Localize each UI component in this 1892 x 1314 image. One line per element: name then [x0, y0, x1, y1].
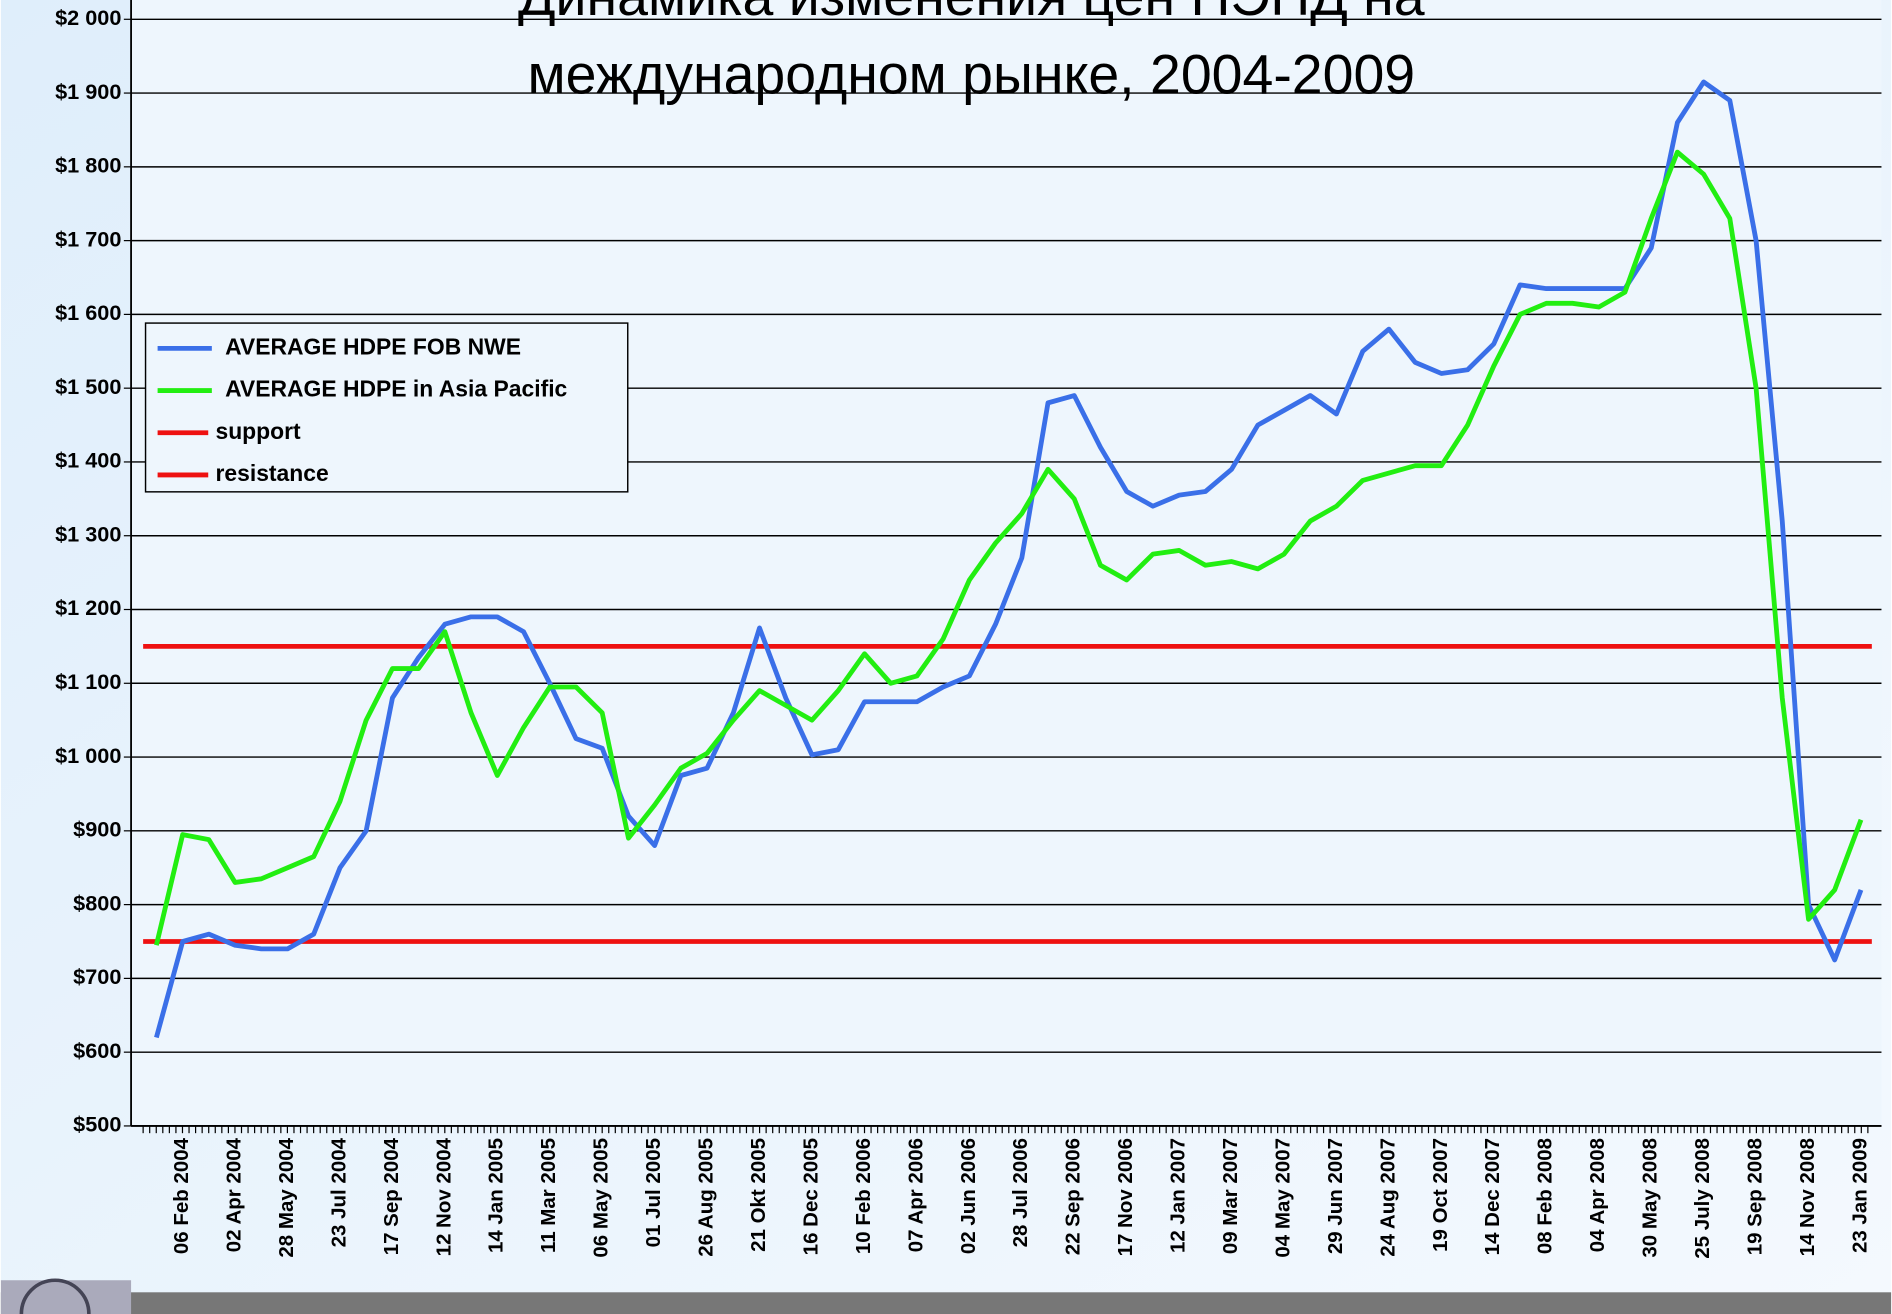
- series-line: [154, 149, 1864, 946]
- x-tick-label: 09 Mar 2007: [1219, 1138, 1242, 1254]
- x-tick-label: 25 July 2008: [1691, 1138, 1714, 1259]
- y-tick-label: $500: [73, 1112, 121, 1137]
- x-tick-label: 02 Jun 2006: [957, 1138, 980, 1254]
- x-tick-label: 30 May 2008: [1639, 1138, 1662, 1258]
- x-tick-label: 21 Okt 2005: [747, 1138, 770, 1252]
- y-tick-label: $1 400: [55, 448, 121, 473]
- x-tick-label: 10 Feb 2006: [852, 1138, 875, 1254]
- y-tick-label: $1 600: [55, 300, 121, 325]
- x-tick-label: 19 Sep 2008: [1743, 1138, 1766, 1255]
- x-tick-label: 02 Apr 2004: [222, 1137, 245, 1252]
- legend: [144, 322, 629, 493]
- y-tick-label: $1 700: [55, 226, 121, 251]
- x-tick-label: 16 Dec 2005: [799, 1138, 822, 1255]
- x-tick-label: 06 Feb 2004: [170, 1137, 193, 1254]
- x-tick-label: 28 May 2004: [275, 1137, 298, 1257]
- x-tick-label: 01 Jul 2005: [642, 1138, 665, 1247]
- legend-label: resistance: [215, 460, 328, 486]
- x-tick-label: 14 Nov 2008: [1796, 1138, 1819, 1256]
- x-tick-label: 24 Aug 2007: [1376, 1138, 1399, 1257]
- x-tick-label: 14 Jan 2005: [485, 1138, 508, 1253]
- x-tick-label: 28 Jul 2006: [1009, 1138, 1032, 1247]
- y-tick-label: $1 900: [55, 79, 121, 104]
- y-tick-label: $1 100: [55, 669, 121, 694]
- x-tick-label: 22 Sep 2006: [1062, 1138, 1085, 1255]
- y-tick-label: $600: [73, 1038, 121, 1063]
- x-tick-label: 04 May 2007: [1271, 1138, 1294, 1258]
- chart-title: Динамика изменения цен ПЭНД на международ…: [518, 0, 1425, 105]
- legend-label: AVERAGE HDPE FOB NWE: [225, 333, 521, 359]
- y-tick-label: $1 500: [55, 374, 121, 399]
- series-line: [154, 79, 1864, 1039]
- x-tick-label: 12 Jan 2007: [1167, 1138, 1190, 1253]
- x-tick-label: 07 Apr 2006: [904, 1138, 927, 1252]
- title-line: международном рынке, 2004-2009: [528, 43, 1416, 105]
- y-tick-label: $2 000: [55, 5, 121, 30]
- legend-label: support: [215, 418, 301, 444]
- x-tick-label: 29 Jun 2007: [1324, 1138, 1347, 1254]
- logo: [19, 1278, 91, 1314]
- x-tick-label: 26 Aug 2005: [695, 1138, 718, 1257]
- y-tick-label: $1 000: [55, 743, 121, 768]
- x-tick-label: 08 Feb 2008: [1534, 1138, 1557, 1254]
- x-tick-label: 23 Jul 2004: [327, 1137, 350, 1247]
- footer-bar: [0, 1292, 1892, 1314]
- y-tick-label: $1 300: [55, 521, 121, 546]
- title-line: Динамика изменения цен ПЭНД на: [518, 0, 1425, 27]
- y-tick-label: $1 200: [55, 595, 121, 620]
- x-tick-label: 11 Mar 2005: [537, 1138, 560, 1253]
- x-tick-label: 23 Jan 2009: [1848, 1138, 1871, 1253]
- y-tick-label: $900: [73, 817, 121, 842]
- x-tick-label: 17 Nov 2006: [1114, 1138, 1137, 1256]
- y-tick-label: $1 800: [55, 153, 121, 178]
- x-tick-label: 19 Oct 2007: [1429, 1138, 1452, 1252]
- x-tick-label: 12 Nov 2004: [432, 1137, 455, 1256]
- x-tick-label: 14 Dec 2007: [1481, 1138, 1504, 1255]
- legend-label: AVERAGE HDPE in Asia Pacific: [225, 376, 567, 402]
- y-tick-label: $800: [73, 890, 121, 915]
- x-tick-label: 04 Apr 2008: [1586, 1138, 1609, 1252]
- x-tick-label: 17 Sep 2004: [380, 1137, 403, 1255]
- plot-area: [131, 0, 1882, 1126]
- x-tick-label: 06 May 2005: [590, 1138, 613, 1258]
- y-tick-label: $700: [73, 964, 121, 989]
